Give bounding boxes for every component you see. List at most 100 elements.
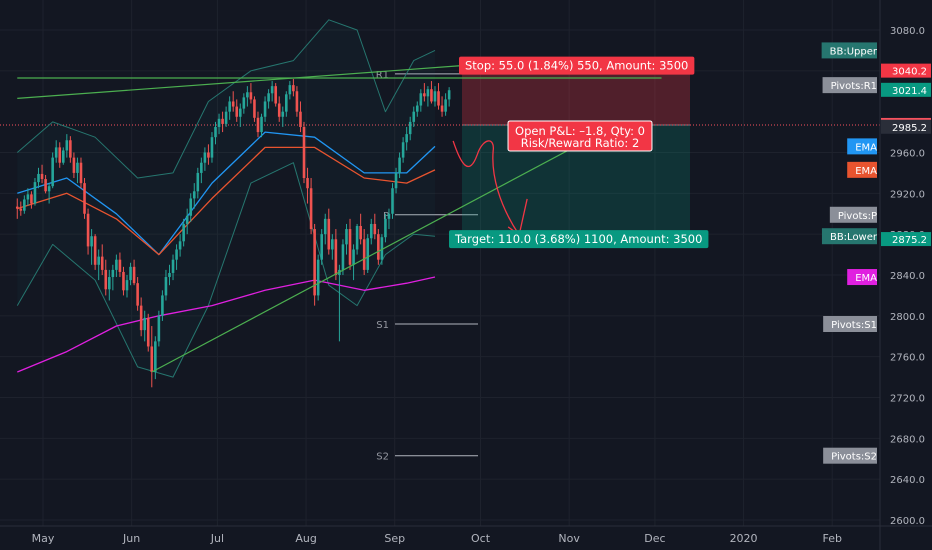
candle-body — [19, 208, 23, 211]
forecast-arrow-path[interactable] — [452, 140, 520, 236]
candle — [359, 213, 362, 245]
candle-body — [437, 91, 440, 106]
candle — [394, 167, 398, 194]
candle-body — [369, 223, 373, 239]
candle — [373, 213, 377, 240]
candle — [47, 183, 51, 204]
candle-body — [224, 111, 228, 124]
stop-label: Stop: 55.0 (1.84%) 550, Amount: 3500 — [465, 59, 688, 73]
trendlines[interactable] — [17, 65, 662, 373]
candle — [246, 86, 249, 107]
candle — [154, 336, 157, 380]
indicator-tag-box — [823, 447, 877, 464]
trendline-3[interactable] — [151, 126, 613, 373]
candle — [210, 132, 214, 163]
candle — [97, 249, 100, 281]
price-marker: 3040.2 — [881, 63, 931, 78]
candle — [161, 290, 164, 321]
candle-body — [433, 91, 437, 102]
pivot-label-s2: S2 — [376, 452, 389, 463]
candle-body — [444, 99, 447, 112]
price-marker: 2875.2 — [881, 232, 931, 247]
candle — [40, 164, 44, 184]
candle — [352, 244, 355, 281]
indicator-tag: Pivots:S1 — [823, 316, 877, 332]
candle-body — [228, 101, 231, 112]
candle — [405, 126, 408, 151]
candle-body — [377, 234, 380, 260]
pivot-label-p: P — [383, 211, 389, 222]
candle-body — [231, 101, 235, 107]
candle-body — [164, 277, 168, 296]
candle — [203, 147, 207, 171]
candle — [267, 89, 270, 109]
candle-body — [161, 295, 164, 316]
candle — [323, 213, 327, 245]
pnl-label-box[interactable] — [507, 120, 653, 152]
price-marker-label: 3021.4 — [892, 86, 927, 97]
candle — [306, 167, 309, 204]
trendline-1[interactable] — [17, 65, 460, 99]
candle — [157, 310, 161, 347]
candle-body — [331, 239, 334, 250]
candle — [274, 83, 277, 107]
price-marker-label: 2985.2 — [892, 123, 927, 134]
candle-body — [86, 213, 90, 247]
candle-body — [90, 236, 93, 247]
candle-body — [100, 256, 104, 270]
candle-body — [125, 280, 129, 291]
order-labels[interactable]: Stop: 55.0 (1.84%) 550, Amount: 3500 Ope… — [449, 56, 709, 249]
candle — [111, 264, 115, 291]
candle — [408, 116, 412, 141]
candle — [299, 101, 302, 133]
candle-body — [285, 94, 288, 112]
candle-body — [299, 111, 302, 127]
stop-label-box[interactable] — [459, 56, 695, 75]
price-tick-label: 2720.0 — [890, 394, 925, 405]
indicator-tag: BB:Lower — [821, 228, 878, 245]
candle-body — [373, 223, 377, 235]
stop-zone[interactable] — [462, 70, 690, 125]
indicator-tag-label: BB:Lower — [830, 232, 878, 243]
candle — [19, 201, 23, 216]
target-label-box[interactable] — [449, 230, 709, 249]
candle — [143, 310, 147, 342]
candle-body — [270, 86, 274, 94]
candle — [285, 91, 288, 117]
time-tick-label: Jul — [210, 532, 224, 545]
candle — [90, 229, 93, 265]
price-marker-box — [881, 82, 931, 97]
candle-body — [341, 244, 345, 270]
price-marker-box — [881, 63, 931, 78]
candle-body — [69, 140, 72, 158]
candle — [125, 275, 129, 298]
candle-body — [256, 117, 260, 133]
time-tick-label: Feb — [822, 532, 841, 545]
time-tick-label: Dec — [644, 532, 665, 545]
price-tick-label: 2640.0 — [890, 475, 925, 486]
candle-body — [210, 137, 214, 158]
bollinger-fill — [17, 19, 436, 378]
indicator-tag: Pivots:P — [829, 206, 877, 223]
candle-body — [426, 89, 430, 97]
candle — [256, 111, 260, 138]
candle — [54, 140, 58, 163]
candles — [15, 79, 451, 388]
candle-body — [334, 239, 338, 275]
indicator-tag: Pivots:S2 — [823, 447, 877, 464]
candle — [217, 113, 221, 135]
candle-body — [419, 93, 423, 106]
candle — [100, 244, 104, 275]
target-label: Target: 110.0 (3.68%) 1100, Amount: 3500 — [454, 232, 702, 246]
candle-body — [51, 157, 54, 187]
candle-body — [37, 173, 40, 183]
candle-body — [122, 271, 125, 291]
candle — [292, 79, 295, 97]
candle — [51, 152, 54, 189]
candle-body — [281, 111, 285, 117]
candle — [341, 239, 345, 275]
open-pnl-label: Open P&L: –1.8, Qty: 0 — [515, 124, 645, 138]
candle — [348, 218, 352, 270]
candle — [164, 269, 168, 301]
